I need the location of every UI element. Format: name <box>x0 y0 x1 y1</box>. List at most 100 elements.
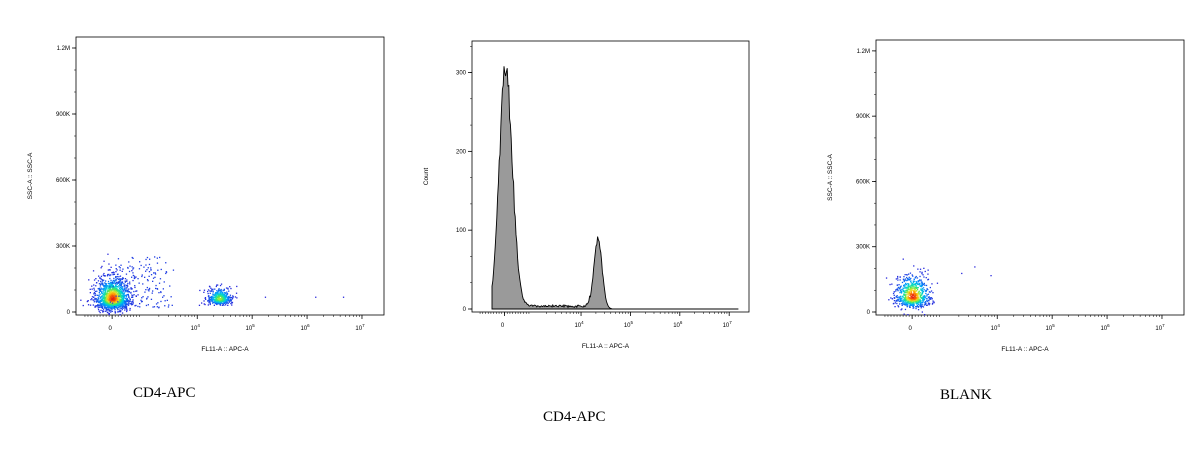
event-point <box>117 308 119 310</box>
event-point <box>215 294 217 296</box>
event-point <box>922 298 924 300</box>
event-point <box>908 285 910 288</box>
event-point <box>907 294 909 296</box>
event-point <box>926 288 928 290</box>
event-point <box>87 300 89 302</box>
event-point <box>203 289 206 291</box>
event-point <box>213 299 216 301</box>
event-point <box>217 303 219 305</box>
event-point <box>108 284 110 287</box>
event-point <box>927 303 930 305</box>
event-point <box>129 281 131 283</box>
event-point <box>909 289 911 292</box>
event-point <box>914 291 916 293</box>
event-point <box>913 295 915 297</box>
event-point <box>110 302 112 304</box>
event-point <box>114 306 116 308</box>
event-point <box>126 303 128 306</box>
event-point <box>102 302 105 304</box>
event-point <box>103 272 105 275</box>
event-point <box>901 298 903 300</box>
event-point <box>105 303 107 305</box>
event-point <box>908 276 910 278</box>
event-point <box>120 264 122 266</box>
event-point <box>146 269 148 271</box>
event-point <box>105 297 107 299</box>
event-point <box>108 297 110 299</box>
event-point <box>229 300 231 302</box>
event-point <box>98 275 100 277</box>
event-point <box>109 305 111 307</box>
event-point <box>915 293 917 296</box>
event-point <box>105 286 107 288</box>
event-point <box>906 297 908 299</box>
event-point <box>119 308 121 310</box>
outlier-point <box>315 296 317 298</box>
event-point <box>132 268 134 270</box>
event-point <box>232 295 234 297</box>
event-point <box>108 304 111 306</box>
event-point <box>108 314 110 316</box>
population-apc-positive <box>198 283 238 306</box>
event-point <box>914 295 916 297</box>
event-point <box>116 305 119 307</box>
event-point <box>101 304 103 306</box>
event-point <box>894 306 896 308</box>
event-point <box>98 301 100 304</box>
event-point <box>97 304 99 307</box>
event-point <box>212 293 214 295</box>
event-point <box>126 284 128 286</box>
event-point <box>909 272 912 274</box>
x-tick-label: 105 <box>246 323 256 332</box>
event-point <box>99 300 102 303</box>
event-point <box>904 285 906 287</box>
event-point <box>919 303 922 305</box>
event-point <box>222 289 224 291</box>
event-point <box>80 299 82 301</box>
event-point <box>902 291 904 293</box>
event-point <box>907 291 909 293</box>
event-point <box>110 303 112 305</box>
event-point <box>911 303 914 306</box>
event-point <box>108 302 110 305</box>
event-point <box>113 295 115 297</box>
event-point <box>120 296 122 298</box>
event-point <box>115 301 117 303</box>
event-point <box>110 306 112 309</box>
x-tick-label: 104 <box>191 323 201 332</box>
event-point <box>116 291 118 293</box>
event-point <box>899 279 901 281</box>
event-point <box>921 289 923 292</box>
event-point <box>204 297 206 300</box>
event-point <box>112 299 114 302</box>
event-point <box>921 289 924 291</box>
event-point <box>119 310 121 313</box>
event-point <box>106 296 108 299</box>
event-point <box>118 288 121 290</box>
event-point <box>915 285 917 287</box>
event-point <box>902 302 904 304</box>
event-point <box>921 283 924 285</box>
event-point <box>913 283 915 285</box>
event-point <box>900 292 903 294</box>
caption-plot-3: BLANK <box>940 387 992 403</box>
event-point <box>919 304 921 307</box>
event-point <box>94 294 96 297</box>
event-point <box>913 293 915 295</box>
event-point <box>226 299 228 302</box>
event-point <box>919 282 921 285</box>
event-point <box>118 297 120 299</box>
event-point <box>920 279 922 281</box>
event-point <box>96 290 98 292</box>
event-point <box>227 304 229 306</box>
event-point <box>220 294 222 296</box>
event-point <box>911 298 913 300</box>
event-point <box>119 298 122 300</box>
event-point <box>158 282 161 284</box>
event-point <box>117 296 120 298</box>
event-point <box>108 310 110 312</box>
event-point <box>110 285 112 287</box>
event-point <box>129 300 131 303</box>
event-point <box>121 312 124 314</box>
event-point <box>121 306 124 308</box>
